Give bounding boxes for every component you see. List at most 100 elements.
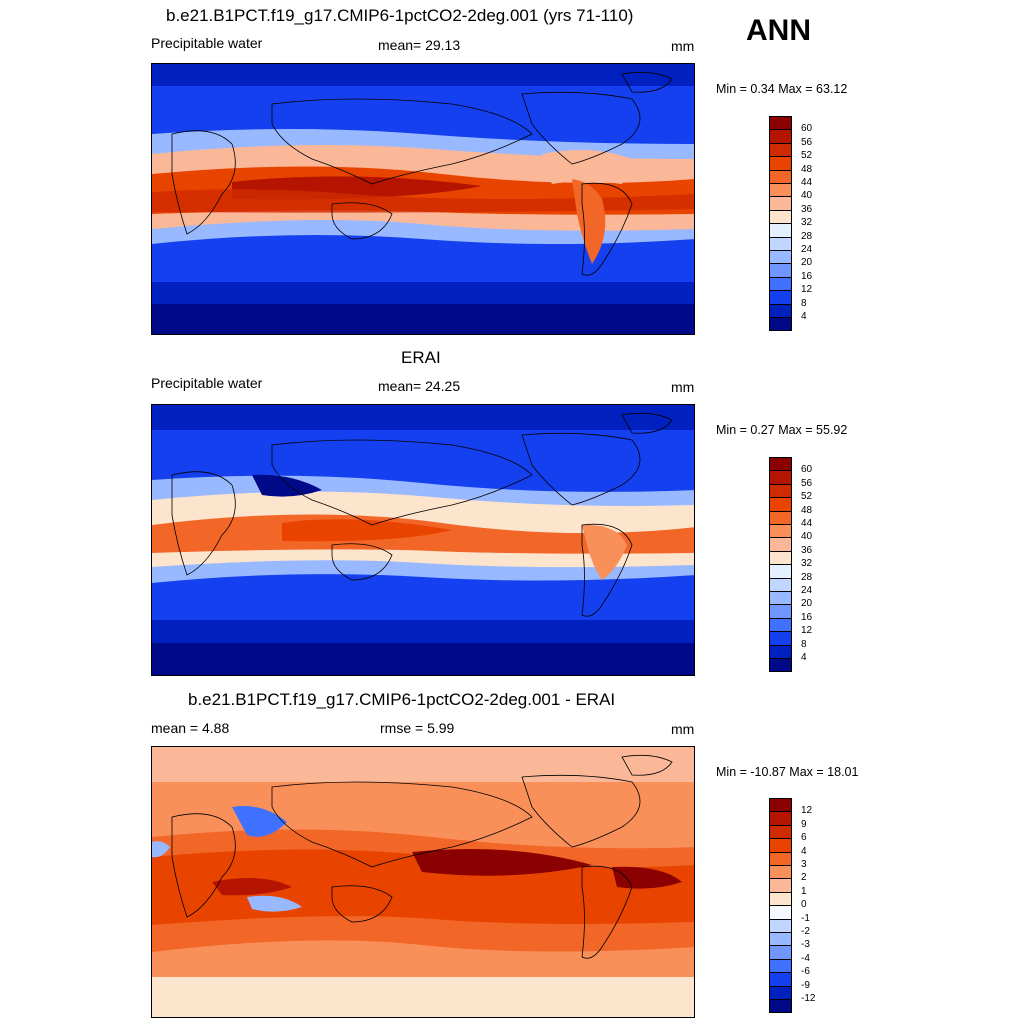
panel-1-colorbar-tick-label: 8 [801, 297, 807, 309]
panel-2-colorbar-swatch [769, 524, 792, 539]
panel-1-colorbar-swatch [769, 250, 792, 265]
panel-2-colorbar-swatch [769, 497, 792, 512]
panel-3-colorbar-tick-label: -4 [801, 952, 810, 964]
panel-3-colorbar-swatch [769, 891, 792, 907]
panel-2-colorbar-tick-label: 44 [801, 518, 813, 529]
panel-2-map [151, 404, 695, 676]
panel-3-colorbar-swatch [769, 798, 792, 813]
panel-3-colorbar-swatch [769, 824, 792, 840]
panel-2-colorbar-swatch [769, 658, 792, 673]
panel-2-variable-label: Precipitable water [151, 375, 263, 391]
panel-3-colorbar-tick-label: 0 [801, 899, 807, 911]
panel-3-colorbar-swatch [769, 945, 792, 960]
panel-3-colorbar-tick-label: 6 [801, 832, 807, 844]
panel-1-minmax: Min = 0.34 Max = 63.12 [716, 82, 848, 96]
panel-3-colorbar-tick-label: 3 [801, 859, 807, 870]
panel-3-colorbar-tick-label: 2 [801, 872, 807, 884]
panel-2-colorbar-tick-label: 56 [801, 477, 813, 489]
panel-2-colorbar-tick-label: 20 [801, 598, 813, 610]
panel-2-colorbar-swatch [769, 564, 792, 579]
panel-3-colorbar-tick-label: -2 [801, 926, 810, 937]
panel-3-colorbar-swatch [769, 811, 792, 826]
panel-1-colorbar-tick-label: 52 [801, 150, 813, 162]
panel-3-colorbar-tick-label: -6 [801, 966, 810, 978]
panel-3-map [151, 746, 695, 1018]
panel-2-colorbar-swatch [769, 591, 792, 606]
panel-1-map-svg [152, 64, 694, 334]
panel-1-colorbar-swatch [769, 142, 792, 158]
panel-3-colorbar-swatch [769, 932, 792, 947]
panel-1-colorbar-tick-label: 56 [801, 136, 813, 148]
panel-3-units: mm [671, 721, 695, 737]
panel-1-colorbar-swatch [769, 276, 792, 292]
panel-3-colorbar-tick-label: 12 [801, 805, 813, 817]
panel-3-colorbar-tick-label: 1 [801, 885, 807, 897]
panel-2-colorbar-tick-label: 16 [801, 611, 813, 623]
panel-3-colorbar-swatch [769, 918, 792, 933]
panel-2-colorbar-tick-label: 28 [801, 571, 813, 583]
panel-1-colorbar-swatch [769, 236, 792, 251]
panel-3-colorbar-swatch [769, 905, 792, 920]
panel-3-colorbar-tick-label: -3 [801, 939, 810, 951]
panel-2-colorbar-swatch [769, 470, 792, 485]
panel-1-colorbar-tick-label: 4 [801, 311, 807, 322]
panel-1-colorbar-swatch [769, 156, 792, 171]
panel-2-colorbar-tick-label: 52 [801, 491, 813, 503]
panel-1-colorbar-tick-label: 12 [801, 284, 813, 296]
panel-1-colorbar-tick-label: 44 [801, 177, 813, 188]
panel-2-colorbar-tick-label: 36 [801, 544, 813, 556]
panel-3-colorbar-swatch [769, 851, 792, 866]
panel-3-colorbar-swatch [769, 985, 792, 1000]
panel-3-colorbar-tick-label: 9 [801, 818, 807, 830]
panel-2-mean-label: mean= 24.25 [378, 378, 461, 394]
panel-2-minmax: Min = 0.27 Max = 55.92 [716, 423, 848, 437]
panel-3-colorbar-swatch [769, 838, 792, 853]
panel-1-colorbar-swatch [769, 169, 792, 184]
panel-1-colorbar-swatch [769, 196, 792, 211]
panel-2-colorbar-swatch [769, 604, 792, 619]
panel-1-colorbar-tick-label: 32 [801, 217, 813, 229]
panel-2-title: ERAI [401, 348, 441, 367]
panel-3-title: b.e21.B1PCT.f19_g17.CMIP6-1pctCO2-2deg.0… [188, 690, 616, 709]
panel-2-map-svg [152, 405, 694, 675]
panel-3-colorbar-tick-label: -9 [801, 979, 810, 991]
panel-2-units: mm [671, 379, 695, 395]
panel-2-colorbar-swatch [769, 577, 792, 592]
season-label: ANN [746, 14, 811, 47]
panel-1-colorbar-swatch [769, 263, 792, 278]
panel-2-colorbar-tick-label: 32 [801, 558, 813, 570]
panel-1-colorbar-tick-label: 20 [801, 257, 813, 269]
panel-2-colorbar-tick-label: 8 [801, 638, 807, 650]
panel-1-title: b.e21.B1PCT.f19_g17.CMIP6-1pctCO2-2deg.0… [166, 6, 634, 25]
panel-2-colorbar-tick-label: 24 [801, 585, 813, 596]
panel-3-colorbar-tick-label: -1 [801, 912, 810, 924]
panel-3-map-svg [152, 747, 694, 1017]
panel-3-minmax: Min = -10.87 Max = 18.01 [716, 765, 859, 779]
panel-1-mean-label: mean= 29.13 [378, 37, 461, 53]
panel-1-colorbar-swatch [769, 129, 792, 144]
panel-1-map [151, 63, 695, 335]
panel-1-colorbar-swatch [769, 183, 792, 198]
panel-3-colorbar-tick-label: 4 [801, 845, 807, 857]
panel-2-colorbar-tick-label: 60 [801, 464, 813, 476]
panel-1-colorbar-swatch [769, 317, 792, 332]
panel-2-colorbar-swatch [769, 537, 792, 552]
panel-1-colorbar-tick-label: 16 [801, 270, 813, 282]
panel-3-colorbar-swatch [769, 958, 792, 974]
panel-3-rmse-label: rmse = 5.99 [380, 720, 455, 736]
panel-1-colorbar-swatch [769, 209, 792, 225]
panel-1-colorbar-swatch [769, 290, 792, 305]
panel-3-colorbar-swatch [769, 999, 792, 1014]
panel-2-colorbar-swatch [769, 617, 792, 633]
panel-1-colorbar-tick-label: 36 [801, 203, 813, 215]
panel-1-colorbar-tick-label: 40 [801, 190, 813, 202]
panel-3-colorbar-swatch [769, 972, 792, 987]
panel-1-colorbar-swatch [769, 303, 792, 318]
panel-1-colorbar-tick-label: 28 [801, 230, 813, 242]
panel-3-colorbar-tick-label: -12 [801, 993, 816, 1004]
panel-1-colorbar-tick-label: 24 [801, 244, 813, 255]
panel-2-colorbar-swatch [769, 510, 792, 525]
panel-3-colorbar-swatch [769, 865, 792, 880]
panel-2-colorbar-tick-label: 4 [801, 652, 807, 663]
panel-2-colorbar-swatch [769, 457, 792, 472]
